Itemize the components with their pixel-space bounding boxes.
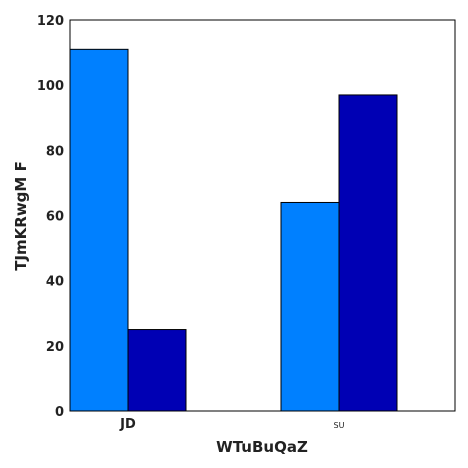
- y-tick-label-0: 0: [55, 405, 64, 420]
- y-tick-label-80: 80: [46, 144, 64, 159]
- bar-jd-series-2: [127, 329, 187, 412]
- x-tick-label-jd: JD: [119, 417, 136, 432]
- plot-frame: [69, 19, 456, 412]
- y-ticks-group: 0 20 40 60 80 100 120: [37, 14, 64, 420]
- bars-group: [69, 48, 398, 412]
- bar-jd-series-1: [69, 48, 129, 412]
- x-ticks-group: JD SU: [119, 417, 344, 432]
- x-axis-label: WTuBuQaZ: [216, 438, 308, 456]
- bar-su-series-1: [280, 201, 340, 412]
- y-axis-label: TJmKRwgM F: [12, 161, 30, 271]
- y-tick-label-20: 20: [46, 340, 64, 355]
- y-tick-label-100: 100: [37, 79, 64, 94]
- y-tick-label-60: 60: [46, 210, 64, 225]
- x-tick-label-su: SU: [334, 421, 345, 430]
- y-tick-label-40: 40: [46, 275, 64, 290]
- bar-su-series-2: [338, 94, 398, 412]
- y-tick-label-120: 120: [37, 14, 64, 29]
